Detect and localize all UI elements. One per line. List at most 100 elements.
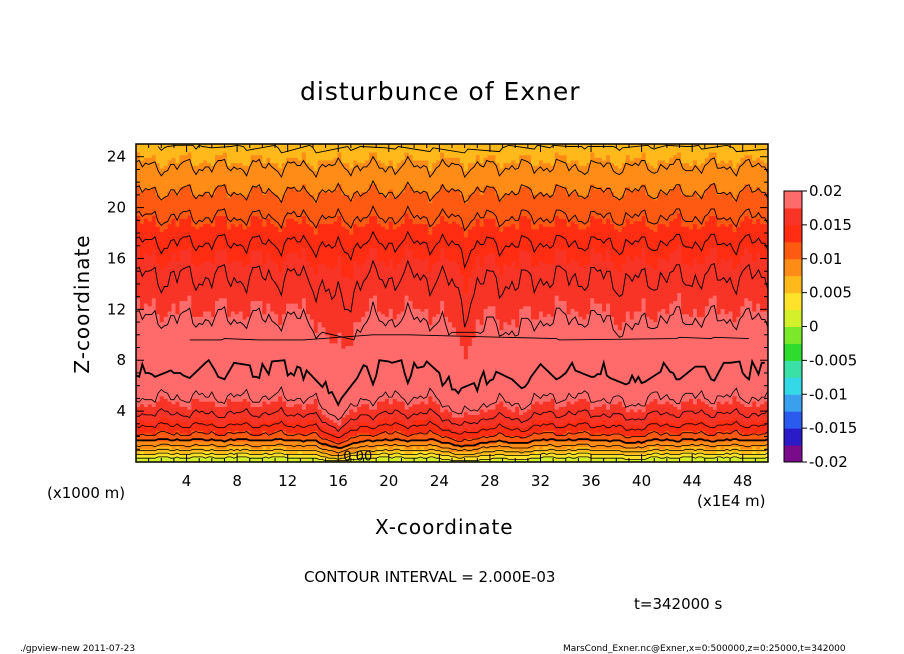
field-cell: [234, 446, 240, 450]
field-cell: [218, 385, 224, 389]
field-cell: [471, 401, 477, 405]
field-cell: [712, 454, 718, 458]
field-cell: [392, 435, 398, 439]
field-cell: [602, 451, 607, 455]
field-cell: [396, 443, 402, 447]
field-cell: [590, 401, 595, 405]
field-cell: [191, 424, 196, 429]
field-cell: [408, 401, 414, 405]
field-cell: [744, 451, 749, 455]
field-cell: [238, 382, 244, 386]
field-cell: [254, 414, 260, 418]
field-cell: [677, 390, 682, 394]
field-cell: [203, 459, 208, 462]
field-cell: [147, 443, 153, 447]
field-cell: [586, 414, 591, 418]
field-cell: [641, 456, 647, 460]
field-cell: [432, 403, 437, 407]
field-cell: [463, 424, 469, 429]
field-cell: [764, 414, 768, 418]
field-cell: [594, 419, 599, 423]
field-cell: [578, 459, 583, 462]
field-cell: [195, 435, 200, 439]
field-cell: [147, 393, 153, 397]
field-cell: [681, 387, 686, 392]
field-cell: [519, 393, 524, 397]
field-cell: [266, 382, 271, 386]
field-cell: [669, 401, 674, 405]
field-cell: [483, 416, 489, 421]
field-cell: [708, 393, 714, 397]
field-cell: [151, 395, 157, 399]
field-cell: [602, 390, 607, 394]
field-cell: [270, 401, 275, 405]
field-cell: [712, 406, 718, 410]
field-cell: [519, 424, 524, 429]
field-cell: [155, 387, 161, 392]
field-cell: [211, 406, 216, 410]
field-cell: [274, 393, 279, 397]
field-cell: [621, 459, 627, 462]
field-cell: [357, 459, 362, 462]
field-cell: [384, 379, 390, 384]
field-cell: [384, 451, 390, 455]
field-cell: [274, 416, 279, 421]
field-cell: [400, 416, 406, 421]
field-cell: [708, 382, 714, 386]
field-cell: [408, 427, 414, 431]
field-cell: [278, 395, 283, 399]
field-cell: [317, 430, 323, 434]
field-cell: [519, 403, 524, 407]
field-cell: [550, 398, 556, 402]
field-cell: [349, 385, 354, 389]
field-cell: [527, 456, 532, 460]
field-cell: [495, 393, 500, 397]
field-cell: [716, 432, 722, 437]
field-cell: [230, 430, 236, 434]
field-cell: [246, 385, 252, 389]
field-cell: [436, 454, 441, 458]
field-cell: [365, 422, 370, 426]
field-cell: [760, 435, 765, 439]
field-cell: [143, 385, 149, 389]
field-cell: [286, 393, 291, 397]
field-cell: [404, 438, 410, 442]
field-cell: [637, 385, 643, 389]
field-cell: [689, 395, 694, 399]
field-cell: [487, 411, 493, 415]
field-cell: [511, 432, 516, 437]
field-cell: [546, 385, 552, 389]
field-cell: [175, 456, 181, 460]
field-cell: [602, 419, 607, 423]
field-cell: [175, 443, 181, 447]
field-cell: [139, 459, 145, 462]
field-cell: [641, 403, 647, 407]
field-cell: [764, 401, 768, 405]
field-cell: [459, 390, 465, 394]
field-cell: [226, 377, 232, 381]
field-cell: [507, 385, 512, 389]
field-cell: [282, 382, 287, 386]
field-cell: [392, 379, 398, 384]
field-cell: [151, 427, 157, 431]
field-cell: [187, 403, 192, 407]
field-cell: [167, 377, 173, 381]
field-cell: [744, 459, 749, 462]
field-cell: [207, 414, 212, 418]
field-cell: [740, 403, 745, 407]
field-cell: [388, 398, 394, 402]
field-cell: [704, 403, 710, 407]
field-cell: [606, 387, 611, 392]
field-cell: [515, 419, 520, 423]
field-cell: [215, 398, 220, 402]
field-cell: [384, 403, 390, 407]
field-cell: [376, 430, 382, 434]
field-cell: [499, 459, 504, 462]
field-cell: [471, 385, 477, 389]
field-cell: [357, 419, 362, 423]
field-cell: [752, 382, 757, 386]
field-cell: [301, 393, 307, 397]
field-cell: [274, 432, 279, 437]
field-cell: [416, 454, 421, 458]
field-cell: [633, 435, 639, 439]
